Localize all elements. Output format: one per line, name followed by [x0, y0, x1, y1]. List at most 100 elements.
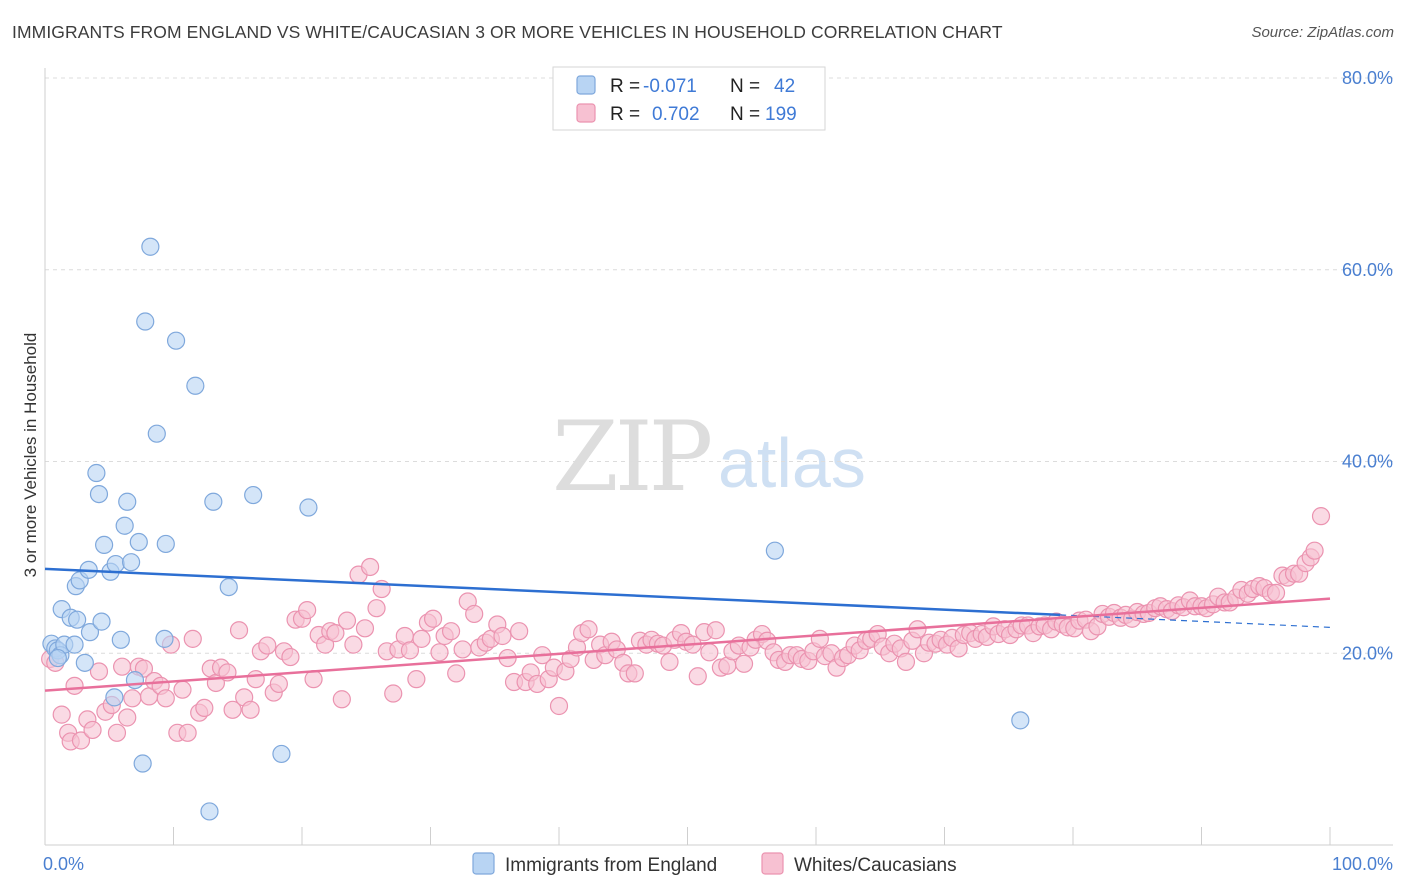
legend-box: [552, 66, 826, 131]
source-credit: Source: ZipAtlas.com: [1251, 24, 1394, 41]
whites-point-75: [465, 604, 484, 624]
whites-point-33: [223, 700, 242, 719]
england-point-21: [106, 554, 125, 574]
whites-point-95: [579, 620, 598, 639]
england-trend-line: [44, 567, 1061, 617]
england-point-18: [95, 535, 114, 555]
england-point-15: [89, 484, 109, 504]
legend-n-label-2: N =: [730, 104, 760, 125]
england-point-41: [299, 498, 318, 517]
whites-point-69: [430, 643, 449, 662]
tick-labels: 20.0% 40.0% 60.0% 80.0% 0.0% 100.0%: [43, 68, 1393, 874]
whites-point-72: [447, 664, 466, 683]
correlation-legend: R = -0.071 N = 42 R = 0.702 N = 199: [552, 66, 826, 131]
legend-n-value-2: 199: [765, 104, 797, 125]
england-point-36: [200, 802, 219, 821]
series-swatch-england: [472, 852, 495, 875]
whites-point-28: [195, 698, 214, 717]
whites-point-114: [688, 667, 707, 686]
england-point-29: [136, 312, 155, 331]
axes: [44, 68, 1393, 846]
y-axis-label: 3 or more Vehicles in Household: [21, 333, 40, 578]
england-point-39: [244, 485, 263, 505]
whites-point-26: [183, 629, 202, 648]
england-point-8: [65, 635, 84, 654]
whites-point-13: [112, 657, 132, 676]
whites-point-34: [229, 621, 249, 640]
whites-point-150: [896, 652, 916, 671]
england-point-9: [68, 610, 87, 629]
series-label-england: Immigrants from England: [505, 855, 717, 876]
england-point-33: [155, 629, 174, 648]
whites-point-73: [453, 640, 472, 659]
whites-point-8: [83, 720, 102, 740]
whites-point-57: [361, 557, 380, 577]
whites-point-135: [810, 629, 829, 648]
england-point-17: [92, 612, 111, 631]
whites-point-6: [71, 731, 91, 750]
grid-lines: [45, 77, 1393, 654]
whites-point-90: [549, 696, 569, 716]
whites-point-116: [700, 643, 719, 662]
whites-point-68: [423, 609, 443, 628]
watermark-atlas: atlas: [718, 424, 866, 502]
whites-point-9: [89, 662, 109, 681]
england-point-37: [204, 492, 223, 511]
series-label-whites: Whites/Caucasians: [794, 855, 957, 876]
whites-point-51: [326, 624, 345, 643]
whites-point-47: [304, 670, 323, 689]
y-tick-label-80: 80.0%: [1342, 68, 1393, 88]
series-legend: Immigrants from England Whites/Caucasian…: [472, 852, 957, 876]
england-point-27: [129, 532, 148, 552]
chart-title: IMMIGRANTS FROM ENGLAND VS WHITE/CAUCASI…: [12, 22, 1003, 42]
whites-point-36: [241, 700, 260, 719]
y-tick-label-60: 60.0%: [1342, 260, 1393, 280]
whites-point-5: [65, 676, 84, 695]
whites-point-58: [367, 599, 386, 618]
whites-point-53: [337, 611, 357, 630]
whites-point-80: [493, 626, 512, 646]
legend-n-label-1: N =: [730, 76, 760, 97]
whites-point-221: [1305, 541, 1324, 560]
whites-point-15: [123, 689, 142, 708]
whites-point-2: [52, 705, 71, 724]
whites-points: [41, 507, 1331, 751]
legend-r-label-2: R =: [610, 104, 640, 125]
england-point-34: [166, 331, 186, 350]
whites-point-25: [178, 723, 197, 742]
x-tick-label-100: 100.0%: [1332, 854, 1393, 874]
y-tick-label-40: 40.0%: [1342, 452, 1393, 472]
legend-r-label-1: R =: [610, 76, 640, 97]
whites-point-46: [298, 601, 317, 620]
england-point-31: [147, 424, 166, 443]
england-point-42: [765, 541, 784, 560]
whites-point-37: [246, 670, 265, 689]
trend-lines: [44, 567, 1331, 692]
whites-point-103: [625, 664, 644, 683]
x-tick-label-0: 0.0%: [43, 854, 84, 874]
whites-point-14: [118, 708, 137, 727]
england-point-5: [48, 648, 67, 668]
whites-point-56: [355, 619, 375, 638]
england-trend-extension: [1060, 614, 1331, 628]
whites-point-109: [660, 652, 679, 671]
england-point-24: [118, 492, 137, 511]
whites-point-122: [734, 654, 754, 673]
england-point-16: [87, 463, 106, 483]
whites-point-43: [281, 647, 300, 667]
whites-point-64: [400, 641, 420, 660]
england-point-35: [186, 376, 205, 395]
whites-point-61: [384, 684, 403, 703]
england-point-40: [272, 744, 291, 764]
whites-point-12: [107, 723, 127, 742]
whites-point-117: [706, 621, 725, 640]
whites-point-39: [258, 636, 277, 655]
whites-point-52: [332, 690, 351, 709]
england-point-25: [121, 553, 141, 572]
legend-swatch-whites: [576, 103, 596, 123]
y-tick-label-20: 20.0%: [1342, 643, 1393, 663]
whites-point-54: [344, 635, 363, 654]
legend-n-value-1: 42: [774, 76, 795, 97]
england-point-22: [111, 630, 130, 649]
